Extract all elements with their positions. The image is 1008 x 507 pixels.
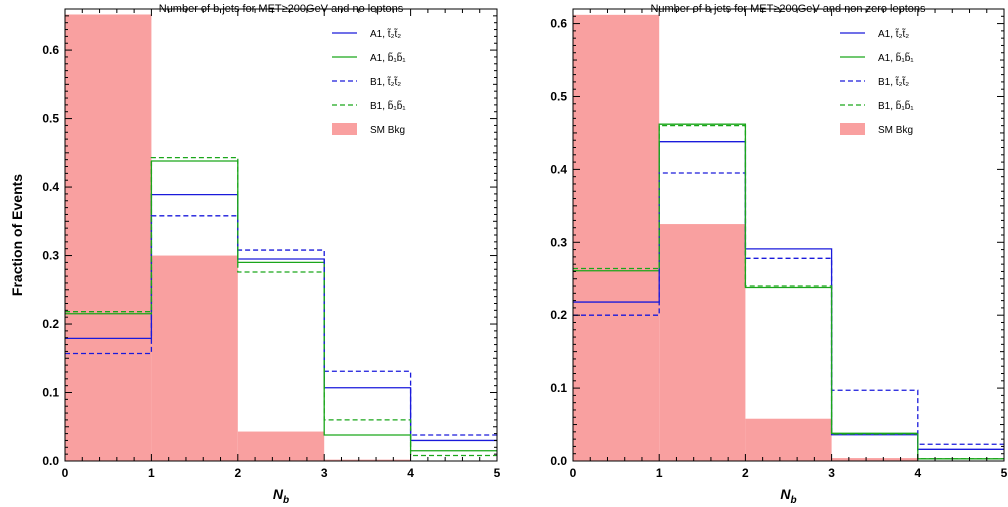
x-tick-label: 2: [234, 466, 241, 480]
legend-label: A1, b̃₁b̃₁: [370, 51, 406, 64]
sm-bkg-bar: [324, 459, 411, 461]
x-tick-label: 4: [407, 466, 414, 480]
legend: A1, t̃₂t̃₂ A1, b̃₁b̃₁ B1, t̃₂t̃₂ B1, b̃₁b̃₁…: [840, 28, 914, 136]
y-tick-label: 0.0: [42, 454, 59, 468]
y-tick-label: 0.0: [550, 454, 567, 468]
y-tick-label: 0.3: [42, 249, 59, 263]
sm-bkg-bar: [237, 431, 325, 461]
legend-label: B1, t̃₂t̃₂: [370, 76, 401, 88]
series-line-2: [573, 172, 1004, 445]
y-tick-label: 0.5: [550, 89, 567, 103]
sm-bkg-bar: [659, 224, 746, 461]
legend-label: A1, t̃₂t̃₂: [370, 28, 401, 40]
y-tick-label: 0.6: [42, 43, 59, 57]
legend-label: SM Bkg: [370, 125, 405, 136]
x-tick-label: 5: [1001, 466, 1008, 480]
y-axis-label: Fraction of Events: [9, 174, 25, 296]
legend-label: B1, t̃₂t̃₂: [878, 76, 909, 88]
y-tick-label: 0.2: [550, 308, 567, 322]
x-tick-label: 4: [914, 466, 921, 480]
legend-label: A1, t̃₂t̃₂: [878, 28, 909, 40]
x-tick-label: 3: [321, 466, 328, 480]
legend: A1, t̃₂t̃₂ A1, b̃₁b̃₁ B1, t̃₂t̃₂ B1, b̃₁b̃₁…: [332, 28, 406, 136]
legend-label: SM Bkg: [878, 125, 913, 136]
x-tick-label: 2: [742, 466, 749, 480]
sm-bkg-bar: [65, 14, 152, 461]
series-line-3: [65, 156, 497, 457]
x-tick-label: 0: [62, 466, 69, 480]
x-axis-label: Nb: [273, 486, 289, 506]
sm-bkg-bar: [151, 255, 238, 461]
x-tick-label: 5: [494, 466, 501, 480]
sm-bkg-bar: [573, 14, 660, 462]
series-line-3: [573, 124, 1004, 460]
chart-panel-no-leptons: Number of b jets for MET≥200GeV and no l…: [9, 3, 501, 506]
y-tick-label: 0.3: [550, 235, 567, 249]
legend-swatch: [332, 123, 357, 135]
y-tick-label: 0.2: [42, 317, 59, 331]
legend-label: B1, b̃₁b̃₁: [370, 99, 406, 112]
sm-bkg-bar: [831, 458, 918, 461]
sm-bkg-bar: [745, 418, 832, 461]
legend-label: B1, b̃₁b̃₁: [878, 99, 914, 112]
y-tick-label: 0.1: [42, 386, 59, 400]
x-tick-label: 1: [148, 466, 155, 480]
y-tick-label: 0.6: [550, 17, 567, 31]
x-axis-label: Nb: [780, 486, 796, 506]
x-tick-label: 0: [570, 466, 577, 480]
y-tick-label: 0.4: [42, 180, 59, 194]
y-tick-label: 0.1: [550, 381, 567, 395]
chart-panel-non-zero-leptons: Number of b jets for MET≥200GeV and non …: [550, 3, 1007, 506]
x-tick-label: 3: [828, 466, 835, 480]
legend-label: A1, b̃₁b̃₁: [878, 51, 914, 64]
y-tick-label: 0.5: [42, 112, 59, 126]
y-tick-label: 0.4: [550, 162, 567, 176]
legend-swatch: [840, 123, 865, 135]
x-tick-label: 1: [656, 466, 663, 480]
